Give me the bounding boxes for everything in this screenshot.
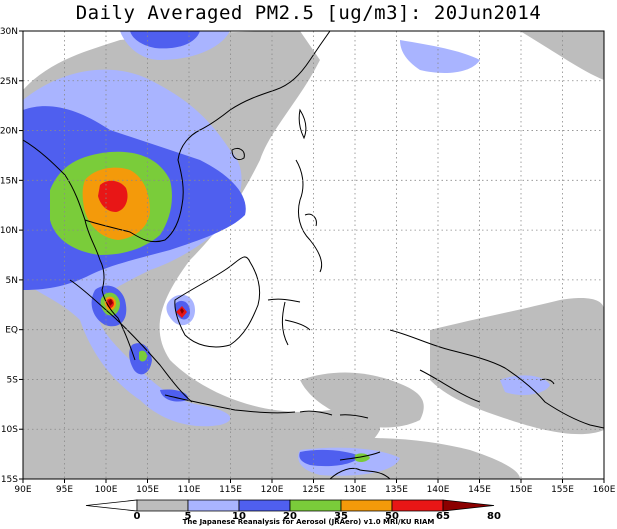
coastline-timor <box>339 451 381 461</box>
coastline-hainan <box>231 147 245 161</box>
lon-label: 110E <box>178 485 201 495</box>
coastlines <box>23 31 604 479</box>
lon-label: 135E <box>385 485 408 495</box>
coastline-java <box>164 394 296 414</box>
lblue-region-southeast <box>500 375 550 396</box>
lat-label: 15N <box>0 176 18 186</box>
lat-label: 30N <box>0 27 18 37</box>
lblue-region-eastern-sea <box>400 40 480 73</box>
colorbar-swatch <box>187 499 240 512</box>
lat-label: 10N <box>0 226 18 236</box>
blue-region-north <box>130 31 200 49</box>
lon-label: 160E <box>593 485 616 495</box>
colorbar-level-label: 5 <box>185 511 192 522</box>
credit-text: The Japanese Reanalysis for Aerosol (JRA… <box>182 518 435 526</box>
pm25-above-80-regions <box>108 299 184 314</box>
gray-region-central <box>300 372 424 428</box>
lat-label: 10S <box>1 425 18 435</box>
coastline-taiwan <box>298 108 307 140</box>
lon-label: 155E <box>551 485 574 495</box>
colorbar-swatch <box>340 499 393 512</box>
lon-label: 105E <box>136 485 159 495</box>
colorbar-level-label: 20 <box>283 511 297 522</box>
colorbar-swatch <box>238 499 291 512</box>
coastline-new-guinea <box>389 329 604 429</box>
lon-label: 120E <box>261 485 284 495</box>
lon-label: 130E <box>344 485 367 495</box>
lon-label: 150E <box>510 485 533 495</box>
blue-region-south <box>299 449 360 467</box>
colorbar-level-label: 0 <box>134 511 141 522</box>
colorbar-swatch <box>136 499 189 512</box>
colorbar-swatch <box>442 499 495 512</box>
concentration-fields <box>23 31 604 479</box>
colorbar-swatch <box>289 499 342 512</box>
colorbar-labels: 0 5 10 20 35 50 65 80 <box>134 511 501 522</box>
lon-label: 95E <box>56 485 73 495</box>
coastline-australia <box>329 467 391 479</box>
dred-region-borneo <box>180 308 184 314</box>
axis-ticks <box>19 30 605 483</box>
lat-label: 25N <box>0 77 18 87</box>
dred-region-peninsula <box>108 299 113 306</box>
lon-label: 125E <box>302 485 325 495</box>
latitude-labels: 30N 25N 20N 15N 10N 5N EQ 5S 10S 15S <box>0 27 18 485</box>
lon-label: 140E <box>427 485 450 495</box>
colorbar-swatch <box>391 499 444 512</box>
gray-region-east-low <box>430 298 604 435</box>
lon-label: 145E <box>468 485 491 495</box>
colorbar-level-label: 10 <box>232 511 246 522</box>
colorbar-level-label: 80 <box>487 511 501 522</box>
colorbar-level-label: 35 <box>334 511 348 522</box>
colorbar-level-label: 50 <box>385 511 399 522</box>
coastline-sumatra <box>69 279 193 403</box>
red-region-indochina <box>98 180 128 212</box>
longitude-labels: 90E 95E 100E 105E 110E 115E 120E 125E 130E 135E 14… <box>14 485 615 495</box>
lat-label: 5N <box>6 276 18 286</box>
colorbar-swatch <box>85 499 138 512</box>
coastline-lesser-sunda <box>299 410 369 419</box>
lat-label: 5S <box>7 375 19 385</box>
lat-label: 20N <box>0 127 18 137</box>
coastline-sulawesi <box>267 298 311 346</box>
lat-label: EQ <box>5 326 18 336</box>
gray-region-northeast <box>520 31 604 80</box>
colorbar-level-label: 65 <box>436 511 450 522</box>
lon-label: 100E <box>95 485 118 495</box>
lon-label: 115E <box>219 485 242 495</box>
green-region-sumatra <box>139 350 147 362</box>
map-title: Daily Averaged PM2.5 [ug/m3]: 20Jun2014 <box>75 2 542 24</box>
lat-label: 15S <box>1 475 18 485</box>
coastline-mainland-asia <box>23 31 331 361</box>
colorbar <box>85 499 495 512</box>
lon-label: 90E <box>14 485 31 495</box>
coastline-borneo <box>174 256 261 348</box>
